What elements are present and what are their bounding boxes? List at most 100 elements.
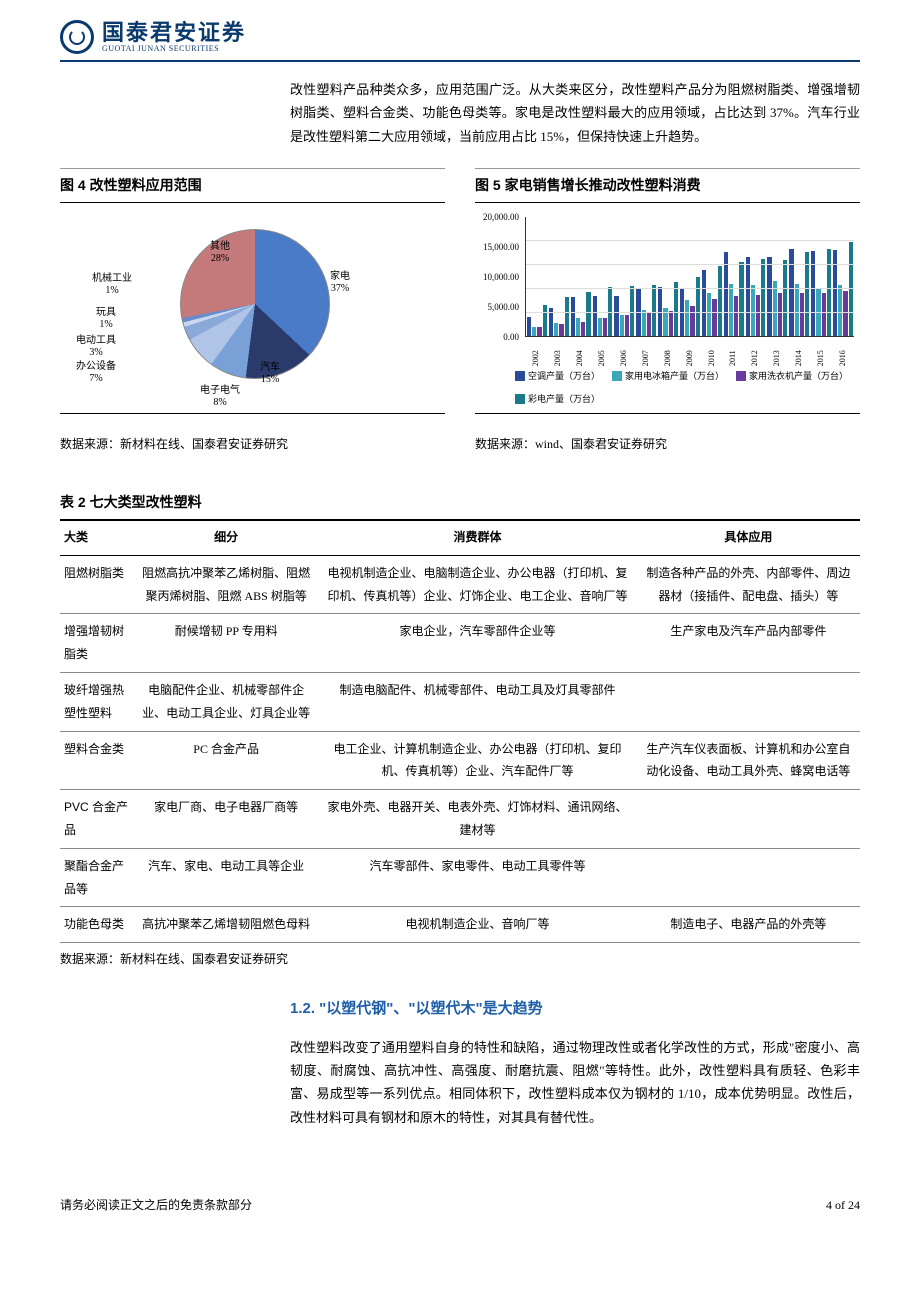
table-cell: 汽车、家电、电动工具等企业	[134, 848, 318, 907]
table-cell: 电工企业、计算机制造企业、办公电器（打印机、复印机、传真机等）企业、汽车配件厂等	[318, 731, 637, 790]
pie-slice-label: 机械工业1%	[92, 273, 132, 297]
bars-area	[525, 217, 854, 337]
x-tick-label: 2010	[704, 348, 718, 370]
bar	[712, 299, 716, 337]
bar	[576, 318, 580, 336]
y-tick-label: 0.00	[503, 329, 519, 345]
bar-year-group	[613, 286, 635, 336]
bar-year-group	[745, 257, 767, 337]
bar	[532, 327, 536, 337]
figures-row: 图 4 改性塑料应用范围 家电37%汽车15%电子电气8%办公设备7%电动工具3…	[60, 168, 860, 414]
bar	[608, 287, 612, 337]
bar-year-group	[810, 249, 832, 336]
x-tick-label: 2003	[551, 348, 565, 370]
bar	[800, 293, 804, 336]
bar-year-group	[766, 257, 788, 336]
table-cell: 制造电子、电器产品的外壳等	[637, 907, 860, 943]
bar-year-group	[788, 249, 810, 336]
x-tick-label: 2006	[617, 348, 631, 370]
bar	[614, 296, 618, 337]
bar	[822, 293, 826, 337]
bar	[543, 305, 547, 336]
bar	[816, 288, 820, 336]
page: 国泰君安证券 GUOTAI JUNAN SECURITIES 改性塑料产品种类众…	[0, 0, 920, 1257]
x-tick-label: 2009	[682, 348, 696, 370]
logo-icon	[60, 20, 94, 54]
bar	[833, 250, 837, 336]
bar	[789, 249, 793, 336]
y-tick-label: 20,000.00	[483, 209, 519, 225]
legend-item: 空调产量（万台）	[515, 368, 600, 384]
bar	[734, 296, 738, 336]
pie-slice-label: 电子电气8%	[200, 385, 240, 409]
bar	[586, 292, 590, 336]
bar	[559, 324, 563, 336]
table-cell: 增强增韧树脂类	[60, 614, 134, 673]
table-cell: PVC 合金产品	[60, 790, 134, 849]
bar	[636, 288, 640, 337]
bar	[581, 322, 585, 336]
legend-label: 家用洗衣机产量（万台）	[749, 368, 848, 384]
bar	[843, 291, 847, 337]
table-cell: 阻燃树脂类	[60, 555, 134, 614]
bar-year-group	[723, 252, 745, 336]
table-row: 聚酯合金产品等汽车、家电、电动工具等企业汽车零部件、家电零件、电动工具零件等	[60, 848, 860, 907]
x-tick-label: 2011	[726, 348, 740, 370]
pie-slice-label: 办公设备7%	[76, 361, 116, 385]
bar-legend: 空调产量（万台）家用电冰箱产量（万台）家用洗衣机产量（万台）彩电产量（万台）	[475, 364, 860, 406]
table-cell: 高抗冲聚苯乙烯增韧阻燃色母料	[134, 907, 318, 943]
bar-year-group	[570, 292, 592, 336]
bar	[827, 249, 831, 336]
logo-text: 国泰君安证券 GUOTAI JUNAN SECURITIES	[102, 21, 246, 54]
table-header-cell: 具体应用	[637, 521, 860, 555]
table-cell: 塑料合金类	[60, 731, 134, 790]
table-cell: 耐候增韧 PP 专用料	[134, 614, 318, 673]
bar	[642, 310, 646, 336]
bar	[663, 308, 667, 337]
bar	[674, 282, 678, 337]
footer-disclaimer: 请务必阅读正文之后的免责条款部分	[60, 1195, 252, 1217]
footer-page: 4 of 24	[826, 1195, 860, 1217]
table-cell: 阻燃高抗冲聚苯乙烯树脂、阻燃聚丙烯树脂、阻燃 ABS 树脂等	[134, 555, 318, 614]
table-row: 塑料合金类PC 合金产品电工企业、计算机制造企业、办公电器（打印机、复印机、传真…	[60, 731, 860, 790]
table-row: 功能色母类高抗冲聚苯乙烯增韧阻燃色母料电视机制造企业、音响厂等制造电子、电器产品…	[60, 907, 860, 943]
bar	[669, 311, 673, 336]
bar	[795, 284, 799, 337]
bar	[696, 277, 700, 336]
y-axis: 0.005,000.0010,000.0015,000.0020,000.00	[475, 217, 523, 337]
section-heading: 1.2. "以塑代钢"、"以塑代木"是大趋势	[290, 995, 860, 1022]
table-row: PVC 合金产品家电厂商、电子电器厂商等家电外壳、电器开关、电表外壳、灯饰材料、…	[60, 790, 860, 849]
bar	[783, 260, 787, 337]
table-row: 阻燃树脂类阻燃高抗冲聚苯乙烯树脂、阻燃聚丙烯树脂、阻燃 ABS 树脂等电视机制造…	[60, 555, 860, 614]
pie-chart: 家电37%汽车15%电子电气8%办公设备7%电动工具3%玩具1%机械工业1%其他…	[60, 209, 445, 414]
section-body: 改性塑料改变了通用塑料自身的特性和缺陷，通过物理改性或者化学改性的方式，形成"密…	[290, 1036, 860, 1130]
pie-slice-label: 其他28%	[210, 241, 230, 265]
bar	[685, 300, 689, 336]
table-row: 玻纤增强热塑性塑料电脑配件企业、机械零部件企业、电动工具企业、灯具企业等制造电脑…	[60, 672, 860, 731]
table-cell: 电视机制造企业、电脑制造企业、办公电器（打印机、复印机、传真机等）企业、灯饰企业…	[318, 555, 637, 614]
bar	[565, 297, 569, 337]
table-row: 增强增韧树脂类耐候增韧 PP 专用料家电企业，汽车零部件企业等生产家电及汽车产品…	[60, 614, 860, 673]
table-header-cell: 细分	[134, 521, 318, 555]
y-tick-label: 5,000.00	[488, 299, 520, 315]
bar	[739, 262, 743, 336]
legend-swatch	[515, 371, 525, 381]
table-header-cell: 大类	[60, 521, 134, 555]
table-cell: 家电企业，汽车零部件企业等	[318, 614, 637, 673]
legend-item: 家用电冰箱产量（万台）	[612, 368, 724, 384]
header: 国泰君安证券 GUOTAI JUNAN SECURITIES	[60, 20, 860, 62]
table-cell: 制造各种产品的外壳、内部零件、周边器材（接插件、配电盘、插头）等	[637, 555, 860, 614]
bar	[620, 315, 624, 336]
table-cell: 汽车零部件、家电零件、电动工具零件等	[318, 848, 637, 907]
bar	[773, 281, 777, 337]
bar-year-group	[657, 282, 679, 337]
x-axis: 2002200320042005200620072008200920102011…	[525, 339, 854, 353]
table-cell: 生产家电及汽车产品内部零件	[637, 614, 860, 673]
bar-year-group	[526, 305, 548, 336]
pie-slice-label: 电动工具3%	[76, 335, 116, 359]
x-tick-label: 2013	[770, 348, 784, 370]
y-tick-label: 15,000.00	[483, 239, 519, 255]
bar	[598, 318, 602, 336]
bar	[751, 285, 755, 336]
x-tick-label: 2004	[573, 348, 587, 370]
